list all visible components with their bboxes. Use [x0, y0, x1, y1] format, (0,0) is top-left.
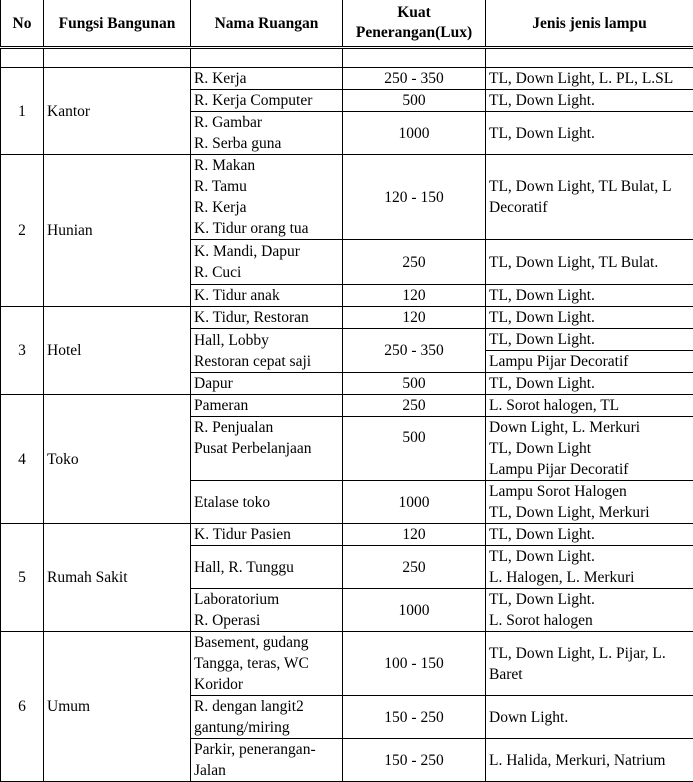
table-row: 3 Hotel K. Tidur, Restoran 120 TL, Down … [1, 307, 693, 329]
group-fungsi: Hunian [44, 155, 191, 307]
group-fungsi: Rumah Sakit [44, 524, 191, 632]
room-lux: 120 [343, 307, 486, 329]
room-lampu: TL, Down Light, TL Bulat, L Decoratif [486, 155, 693, 240]
room-lampu: TL, Down Light, TL Bulat. [486, 240, 693, 285]
room-nama: Laboratorium R. Operasi [191, 589, 343, 632]
room-lux: 120 - 150 [343, 155, 486, 240]
room-lampu: TL, Down Light, L. PL, L.SL [486, 68, 693, 90]
group-no: 4 [1, 395, 44, 524]
room-lux: 250 - 350 [343, 68, 486, 90]
room-lux: 1000 [343, 589, 486, 632]
room-nama: Hall, Lobby Restoran cepat saji [191, 329, 343, 373]
room-nama: R. Makan R. Tamu R. Kerja K. Tidur orang… [191, 155, 343, 240]
room-lampu: L. Halida, Merkuri, Natrium [486, 739, 693, 782]
group-fungsi: Kantor [44, 68, 191, 155]
room-lampu: TL, Down Light, L. Pijar, L. Baret [486, 632, 693, 696]
room-nama: Etalase toko [191, 481, 343, 524]
room-lux: 250 [343, 546, 486, 589]
room-nama: K. Tidur Pasien [191, 524, 343, 546]
table-row: 5 Rumah Sakit K. Tidur Pasien 120 TL, Do… [1, 524, 693, 546]
table-row: 4 Toko Pameran 250 L. Sorot halogen, TL [1, 395, 693, 417]
room-nama: R. Gambar R. Serba guna [191, 112, 343, 155]
group-no: 5 [1, 524, 44, 632]
room-lux: 100 - 150 [343, 632, 486, 696]
room-lampu: TL, Down Light. [486, 90, 693, 112]
table-row: 2 Hunian R. Makan R. Tamu R. Kerja K. Ti… [1, 155, 693, 240]
room-lampu: Lampu Pijar Decoratif [486, 351, 693, 373]
room-nama: Hall, R. Tunggu [191, 546, 343, 589]
room-lux: 150 - 250 [343, 739, 486, 782]
table-row: 6 Umum Basement, gudang Tangga, teras, W… [1, 632, 693, 696]
room-lux: 120 [343, 285, 486, 307]
group-fungsi: Toko [44, 395, 191, 524]
header-nama: Nama Ruangan [191, 0, 343, 48]
room-lampu: TL, Down Light. [486, 285, 693, 307]
room-nama: K. Tidur anak [191, 285, 343, 307]
header-lampu: Jenis jenis lampu [486, 0, 693, 48]
room-nama: R. Kerja Computer [191, 90, 343, 112]
header-fungsi: Fungsi Bangunan [44, 0, 191, 48]
room-lampu: TL, Down Light. L. Sorot halogen [486, 589, 693, 632]
room-lampu: TL, Down Light. [486, 112, 693, 155]
header-row: No Fungsi Bangunan Nama Ruangan Kuat Pen… [1, 0, 693, 48]
room-nama: K. Mandi, Dapur R. Cuci [191, 240, 343, 285]
room-lampu: TL, Down Light. [486, 307, 693, 329]
group-no: 6 [1, 632, 44, 782]
room-nama: R. Penjualan Pusat Perbelanjaan [191, 417, 343, 481]
room-lux: 250 [343, 240, 486, 285]
room-nama: R. dengan langit2 gantung/miring [191, 696, 343, 739]
room-lux: 1000 [343, 481, 486, 524]
room-nama: Pameran [191, 395, 343, 417]
room-nama: Parkir, penerangan- Jalan [191, 739, 343, 782]
group-fungsi: Umum [44, 632, 191, 782]
room-lampu: TL, Down Light. [486, 373, 693, 395]
room-lux: 250 - 350 [343, 329, 486, 373]
room-lampu: TL, Down Light. L. Halogen, L. Merkuri [486, 546, 693, 589]
table-row: 1 Kantor R. Kerja 250 - 350 TL, Down Lig… [1, 68, 693, 90]
group-no: 2 [1, 155, 44, 307]
room-lampu: Lampu Sorot Halogen TL, Down Light, Merk… [486, 481, 693, 524]
room-lux: 500 [343, 373, 486, 395]
room-lux: 500 [343, 90, 486, 112]
room-nama: Basement, gudang Tangga, teras, WC Korid… [191, 632, 343, 696]
room-nama: Dapur [191, 373, 343, 395]
room-nama: R. Kerja [191, 68, 343, 90]
header-lux: Kuat Penerangan(Lux) [343, 0, 486, 48]
room-lampu: L. Sorot halogen, TL [486, 395, 693, 417]
room-lampu: TL, Down Light. [486, 524, 693, 546]
header-no: No [1, 0, 44, 48]
room-lampu: Down Light, L. Merkuri TL, Down Light La… [486, 417, 693, 481]
room-lux: 1000 [343, 112, 486, 155]
group-no: 1 [1, 68, 44, 155]
room-lampu: TL, Down Light. [486, 329, 693, 351]
room-lux: 120 [343, 524, 486, 546]
room-lux: 250 [343, 395, 486, 417]
blank-row [1, 48, 693, 68]
group-fungsi: Hotel [44, 307, 191, 395]
room-lux: 150 - 250 [343, 696, 486, 739]
room-lux: 500 [343, 417, 486, 481]
room-lampu: Down Light. [486, 696, 693, 739]
group-no: 3 [1, 307, 44, 395]
room-nama: K. Tidur, Restoran [191, 307, 343, 329]
